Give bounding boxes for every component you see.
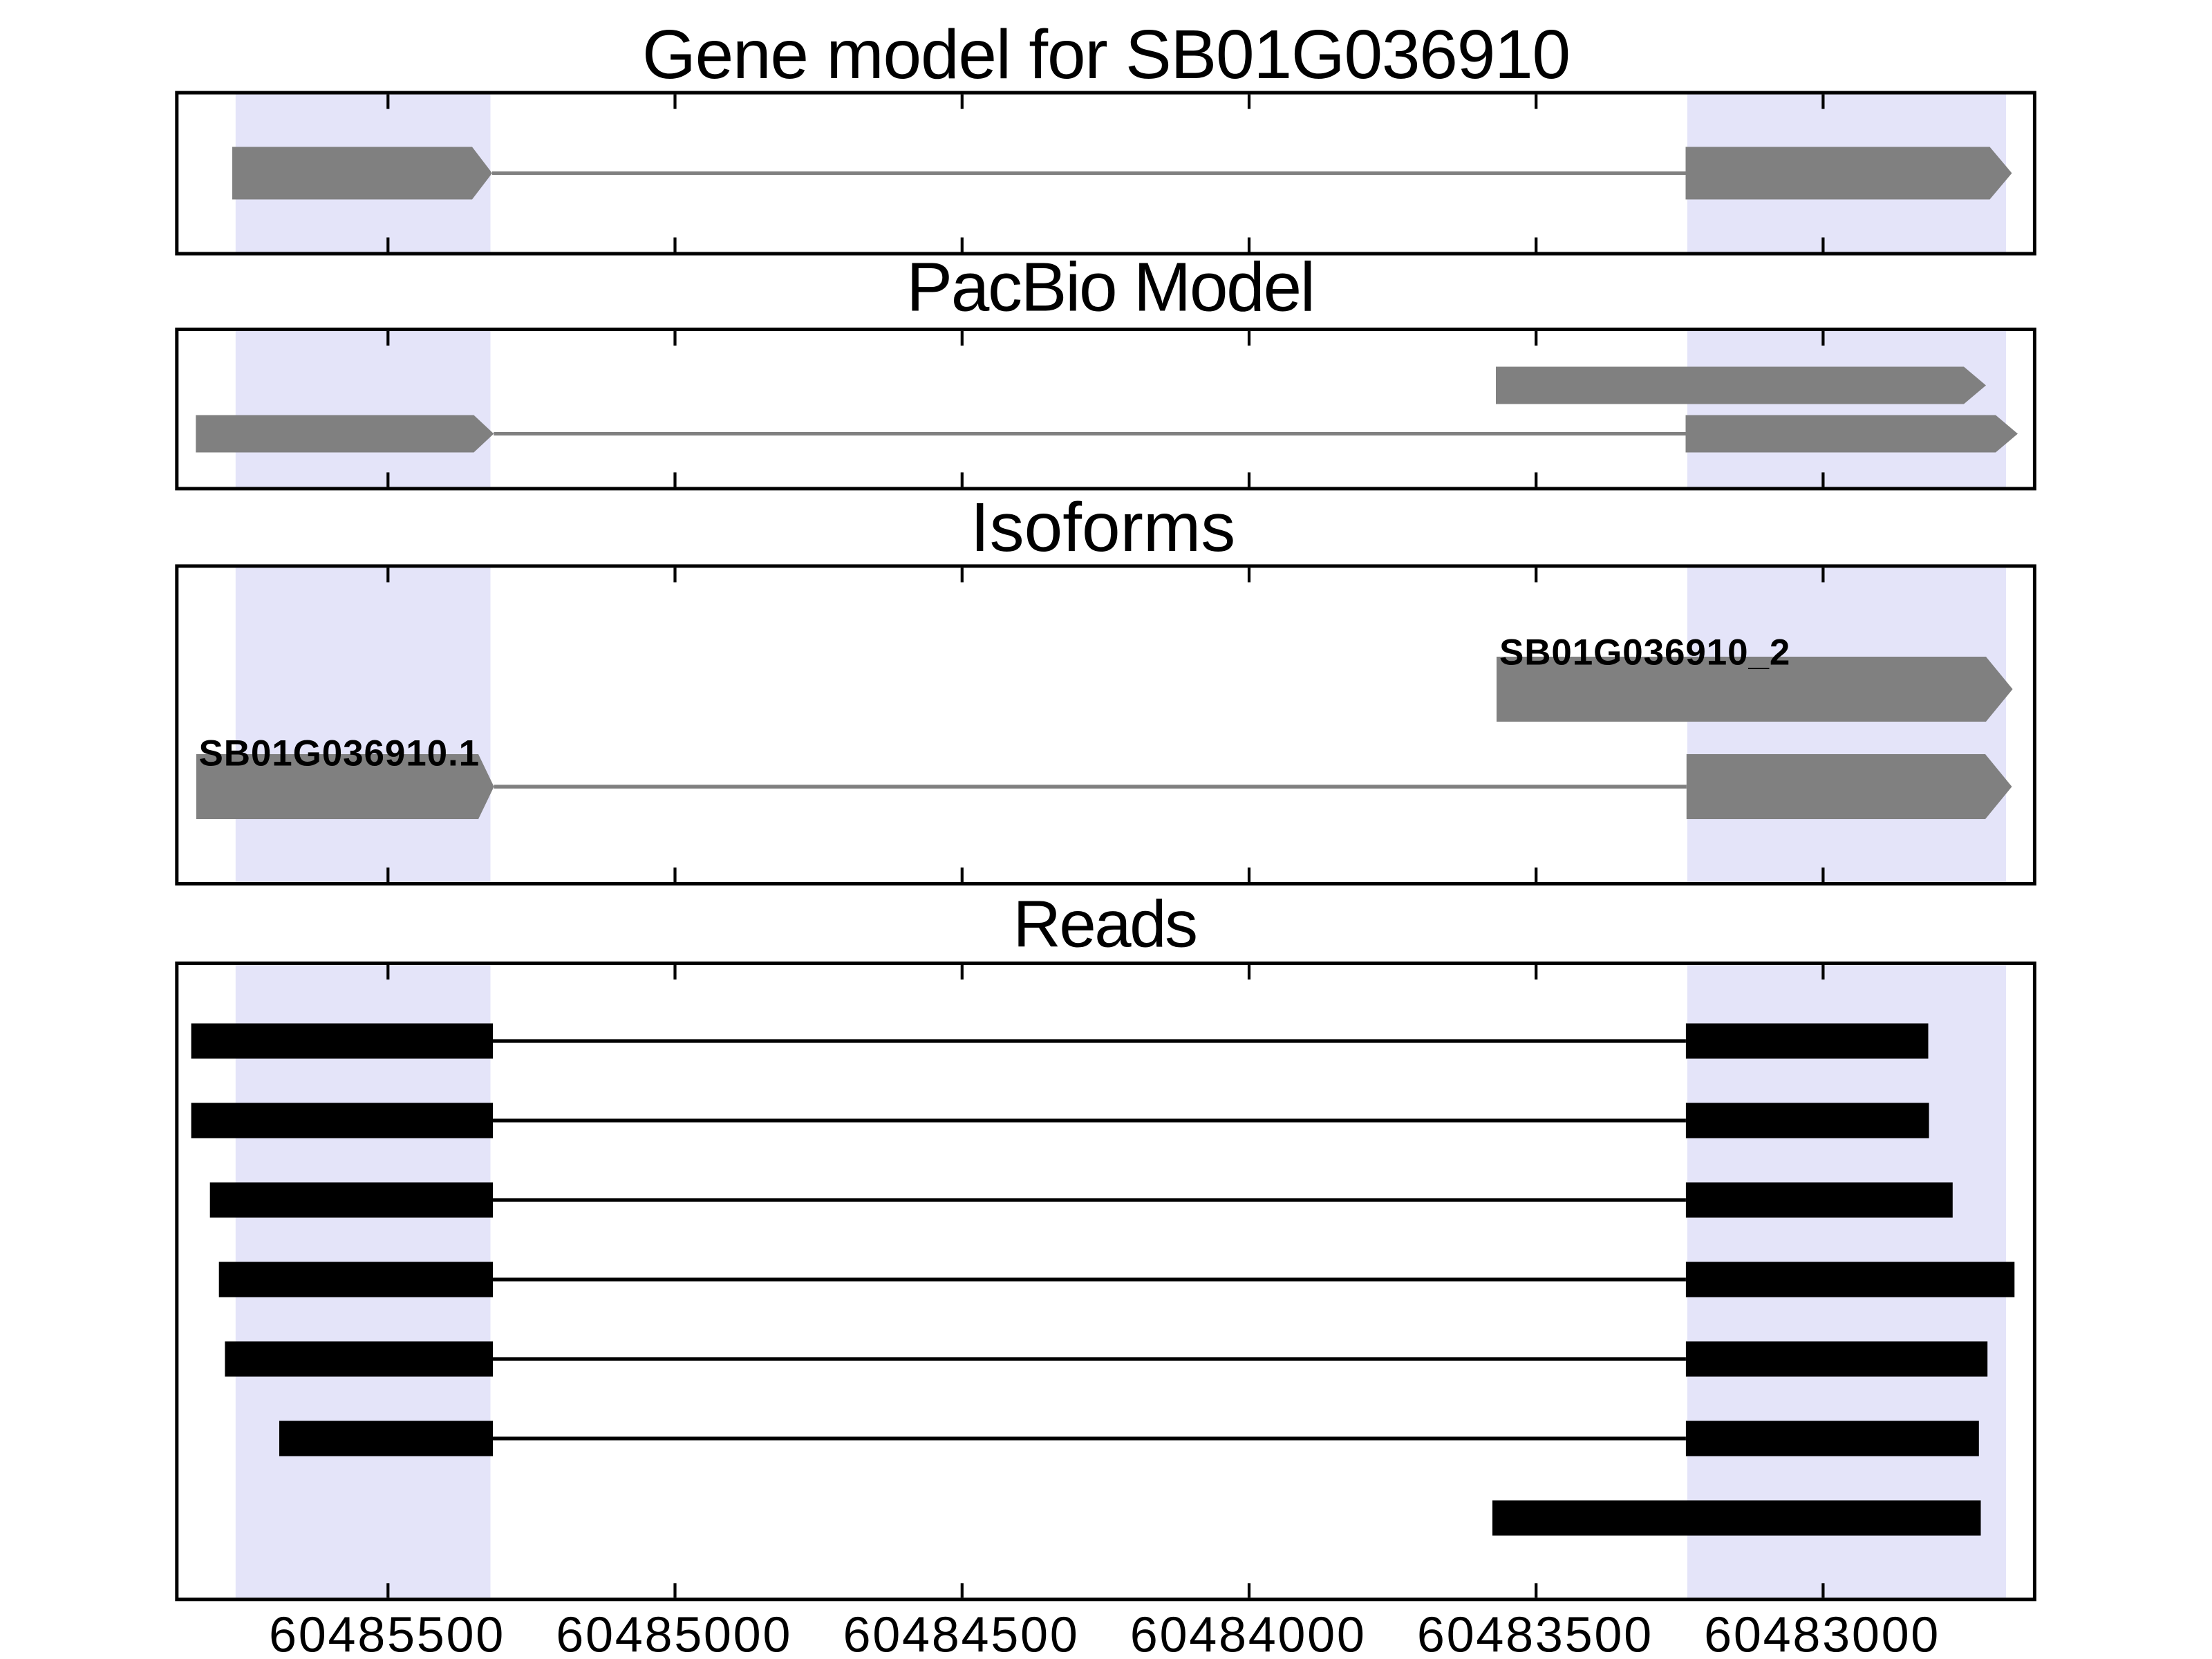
svg-text:Reads: Reads [1013,888,1197,962]
svg-text:60483000: 60483000 [1704,1608,1940,1659]
svg-text:60483500: 60483500 [1417,1608,1653,1659]
svg-text:SB01G036910.1: SB01G036910.1 [199,733,480,774]
svg-text:60484000: 60484000 [1130,1608,1367,1659]
svg-text:PacBio Model: PacBio Model [906,248,1313,326]
svg-text:Gene model for SB01G036910: Gene model for SB01G036910 [642,16,1570,93]
svg-text:60485500: 60485500 [269,1608,505,1659]
svg-text:Isoforms: Isoforms [971,489,1235,566]
svg-text:SB01G036910_2: SB01G036910_2 [1499,632,1790,673]
svg-text:60484500: 60484500 [843,1608,1080,1659]
svg-text:60485000: 60485000 [556,1608,792,1659]
